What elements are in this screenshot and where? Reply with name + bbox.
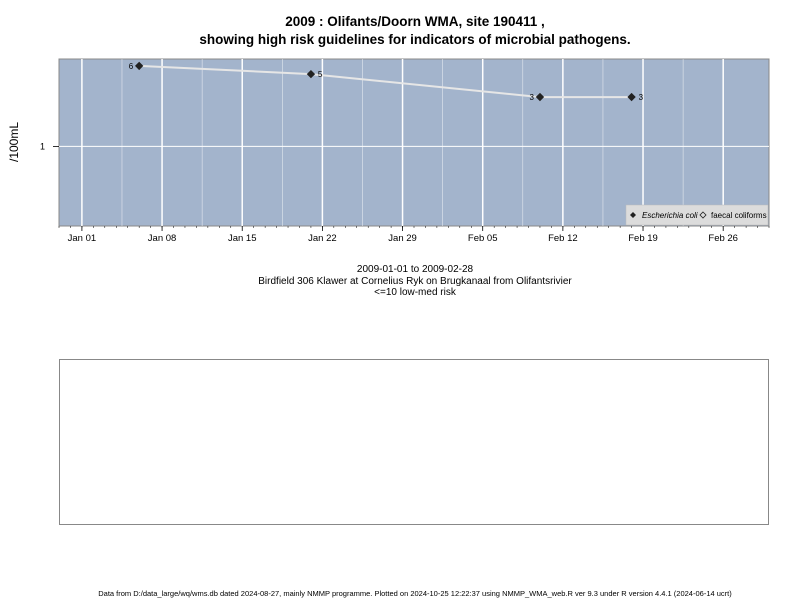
plot-panel [58, 58, 770, 227]
legend-box [625, 204, 769, 226]
date-range: 2009-01-01 to 2009-02-28 [356, 264, 474, 275]
x-tick-label: Jan 29 [388, 233, 417, 244]
y-axis-ticks: 1 [40, 141, 59, 151]
x-tick-label: Jan 22 [308, 233, 337, 244]
y-tick-label: 1 [40, 141, 45, 151]
x-tick-label: Feb 26 [708, 233, 738, 244]
risk-note: <=10 low-med risk [374, 287, 456, 298]
legend-label-faecal: faecal coliforms [711, 211, 767, 220]
site-description: Birdfield 306 Klawer at Cornelius Ryk on… [258, 276, 572, 287]
x-tick-label: Feb 19 [628, 233, 658, 244]
data-label: 5 [318, 70, 323, 79]
chart-svg: Jan 01 Jan 08 Jan 15 Jan 22 Jan 29 Feb 05 Feb … [40, 58, 770, 244]
data-label: 3 [530, 93, 535, 102]
x-tick-label: Jan 01 [68, 233, 97, 244]
data-point [535, 92, 545, 102]
series-lines [139, 64, 632, 99]
x-tick-label: Feb 12 [548, 233, 578, 244]
series-points: 6 5 3 3 [129, 61, 644, 102]
x-tick-label: Jan 08 [148, 233, 177, 244]
footer-note: Data from D:/data_large/wq/wms.db dated … [98, 589, 732, 598]
chart-title-line-2: showing high risk guidelines for indicat… [199, 32, 631, 47]
data-point [134, 61, 144, 71]
grid-lines [59, 59, 769, 226]
x-axis-ticks: Jan 01 Jan 08 Jan 15 Jan 22 Jan 29 Feb 05 Feb … [58, 226, 770, 244]
empty-plot-panel [59, 359, 769, 525]
chart-title-line-1: 2009 : Olifants/Doorn WMA, site 190411 , [285, 14, 545, 29]
legend-label-ecoli: Escherichia coli [642, 211, 698, 220]
legend-marker-faecal [699, 211, 707, 219]
series-line [139, 64, 632, 99]
x-tick-label: Jan 15 [228, 233, 257, 244]
legend-marker-ecoli [630, 212, 636, 218]
data-label: 6 [129, 62, 134, 71]
data-point [627, 92, 636, 102]
data-point [306, 69, 316, 79]
x-tick-label: Feb 05 [468, 233, 498, 244]
data-label: 3 [639, 93, 644, 102]
legend: Escherichia coli faecal coliforms [625, 204, 769, 226]
